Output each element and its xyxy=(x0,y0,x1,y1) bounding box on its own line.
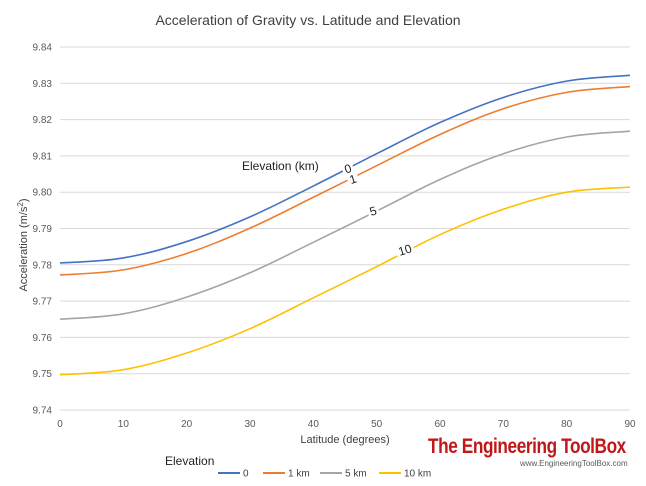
x-tick-9: 90 xyxy=(624,419,636,430)
curve-label-1: 1 xyxy=(345,170,360,187)
brand-url: www.EngineeringToolBox.com xyxy=(520,459,628,468)
legend-entry-1: 1 km xyxy=(288,469,310,480)
curve-label-0: 0 xyxy=(340,160,355,176)
curve-label-3: 10 xyxy=(394,240,415,259)
curve-label-bg-0 xyxy=(340,160,355,176)
x-tick-6: 60 xyxy=(434,419,446,430)
chart-series xyxy=(59,74,631,376)
y-axis-label-superscript: 2 xyxy=(16,202,25,207)
series-line-3 xyxy=(59,186,631,376)
y-tick-7: 9.81 xyxy=(33,151,53,162)
chart-grid xyxy=(60,46,630,411)
y-tick-5: 9.79 xyxy=(33,224,53,235)
legend: 0 1 km 5 km 10 km xyxy=(218,469,431,480)
legend-title: Elevation xyxy=(165,454,215,468)
series-line-1 xyxy=(59,85,631,276)
chart-title: Acceleration of Gravity vs. Latitude and… xyxy=(155,12,460,28)
curve-labels: 01 5 10 xyxy=(340,160,415,259)
curve-label-bg-2 xyxy=(365,202,380,218)
curve-label-text-3: 10 xyxy=(396,241,413,258)
curve-label-text-0: 0 xyxy=(343,161,354,176)
x-tick-7: 70 xyxy=(498,419,510,430)
curve-label-text-2: 5 xyxy=(368,203,379,218)
y-axis-label: Acceleration (m/s2) xyxy=(16,198,30,291)
y-tick-6: 9.80 xyxy=(33,188,53,199)
x-tick-2: 20 xyxy=(181,419,193,430)
y-tick-0: 9.74 xyxy=(33,406,53,417)
x-axis-label: Latitude (degrees) xyxy=(300,434,389,446)
x-tick-1: 10 xyxy=(118,419,130,430)
brand-logo: The Engineering ToolBox xyxy=(428,435,626,458)
elevation-annotation: Elevation (km) xyxy=(242,159,319,173)
y-axis-label-main: Acceleration (m/s xyxy=(18,206,30,291)
y-tick-8: 9.82 xyxy=(33,115,53,126)
x-tick-labels: 0 10 20 30 40 50 60 70 80 90 xyxy=(57,419,636,430)
y-tick-4: 9.78 xyxy=(33,260,53,271)
y-tick-2: 9.76 xyxy=(33,333,53,344)
x-tick-8: 80 xyxy=(561,419,573,430)
y-axis-label-end: ) xyxy=(18,198,30,202)
curve-label-2: 5 xyxy=(365,202,380,219)
curve-label-bg-3 xyxy=(394,240,415,258)
x-tick-4: 40 xyxy=(308,419,320,430)
curve-label-text-1: 1 xyxy=(348,171,359,186)
y-tick-3: 9.77 xyxy=(33,297,53,308)
x-tick-5: 50 xyxy=(371,419,383,430)
y-tick-9: 9.83 xyxy=(33,79,53,90)
x-tick-3: 30 xyxy=(244,419,256,430)
x-tick-0: 0 xyxy=(57,419,63,430)
y-tick-1: 9.75 xyxy=(33,369,53,380)
legend-entry-0: 0 xyxy=(243,469,249,480)
curve-label-bg-1 xyxy=(345,170,360,186)
legend-entry-3: 10 km xyxy=(404,469,431,480)
y-tick-10: 9.84 xyxy=(33,43,53,54)
legend-entry-2: 5 km xyxy=(345,469,367,480)
y-tick-labels: 9.74 9.75 9.76 9.77 9.78 9.79 9.80 9.81 9.82 9.83… xyxy=(33,43,53,417)
series-line-2 xyxy=(59,130,631,321)
